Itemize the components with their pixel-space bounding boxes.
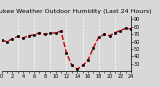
Title: Milwaukee Weather Outdoor Humidity (Last 24 Hours): Milwaukee Weather Outdoor Humidity (Last… <box>0 9 152 14</box>
